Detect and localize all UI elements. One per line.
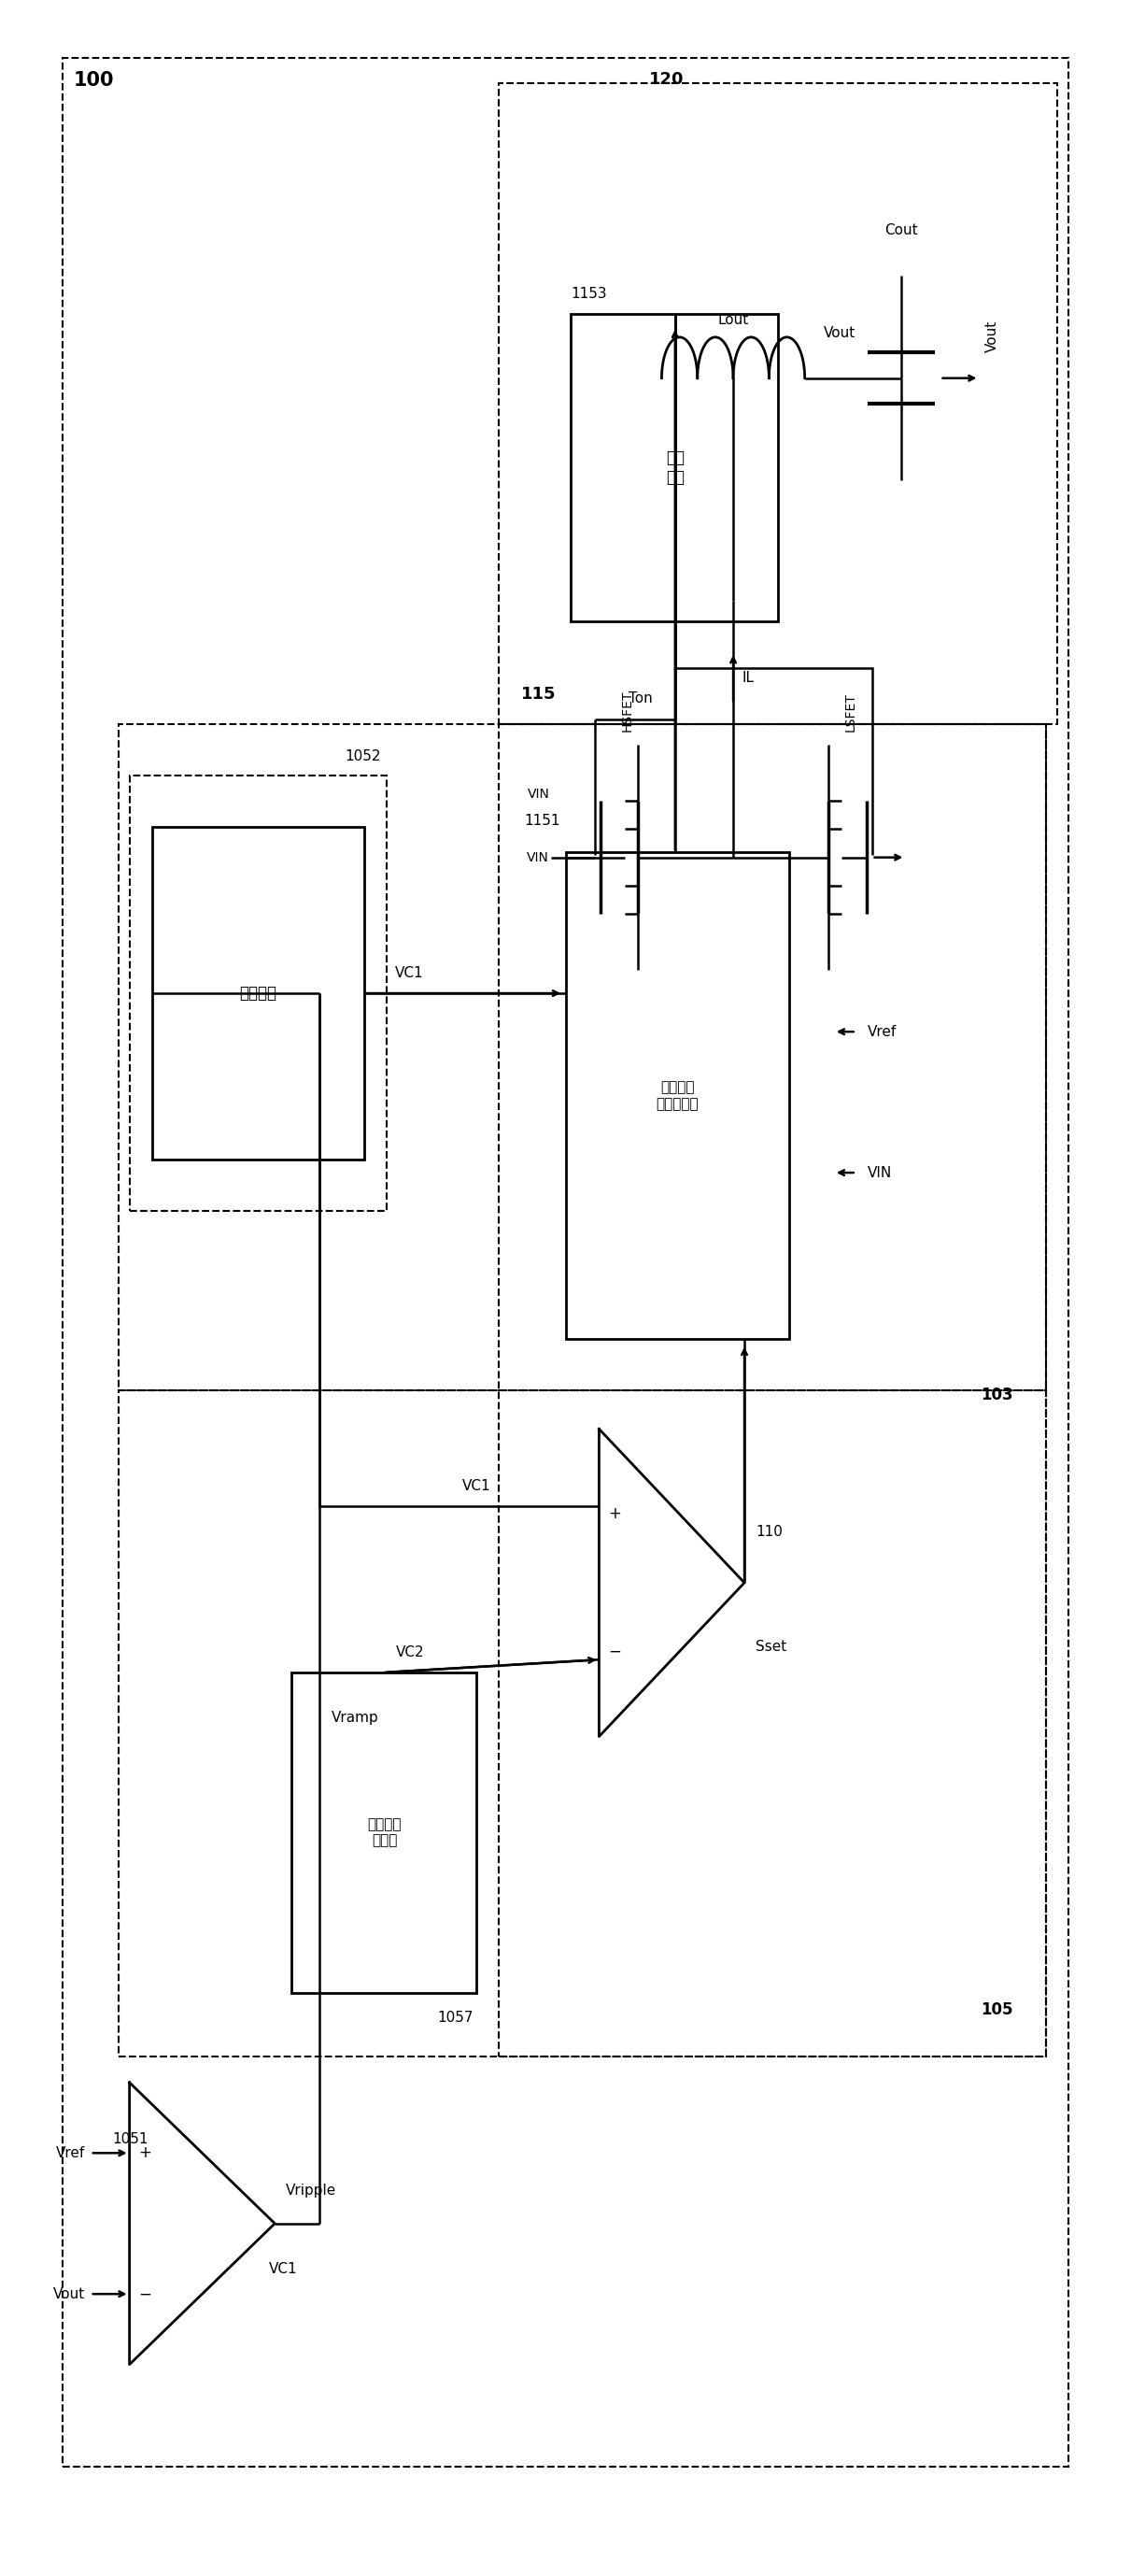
- Bar: [129, 775, 387, 1211]
- Text: 103: 103: [981, 1386, 1012, 1404]
- Bar: [499, 724, 1046, 2056]
- Text: Vref: Vref: [867, 1025, 897, 1038]
- Text: Ton: Ton: [629, 690, 653, 706]
- Text: 斜坡电压
产生器: 斜坡电压 产生器: [368, 1819, 402, 1847]
- Text: Vout: Vout: [53, 2287, 85, 2300]
- Text: +: +: [608, 1504, 621, 1522]
- Text: 1052: 1052: [345, 750, 381, 762]
- Text: 控制
逻辑: 控制 逻辑: [666, 451, 684, 487]
- Text: 脉冲控制
信号产生器: 脉冲控制 信号产生器: [656, 1082, 699, 1110]
- Text: 115: 115: [520, 685, 555, 703]
- Text: VIN: VIN: [526, 850, 549, 863]
- Text: 1057: 1057: [437, 2012, 473, 2025]
- Bar: [571, 314, 778, 621]
- Text: VIN: VIN: [867, 1167, 892, 1180]
- Text: HSFET: HSFET: [621, 690, 633, 732]
- Text: Sset: Sset: [756, 1641, 787, 1654]
- Text: 估计电路: 估计电路: [240, 984, 277, 1002]
- Text: Vout: Vout: [985, 319, 999, 353]
- Text: Vout: Vout: [823, 325, 855, 340]
- Text: 110: 110: [756, 1525, 783, 1538]
- Text: IL: IL: [742, 670, 754, 685]
- Text: 105: 105: [981, 2002, 1012, 2020]
- Text: 120: 120: [649, 70, 684, 88]
- Text: 1151: 1151: [524, 814, 560, 827]
- Text: VIN: VIN: [527, 788, 550, 801]
- Text: VC1: VC1: [461, 1479, 491, 1494]
- Text: −: −: [138, 2285, 152, 2303]
- Bar: [152, 827, 364, 1159]
- Text: Lout: Lout: [718, 312, 749, 327]
- Text: Vref: Vref: [55, 2146, 85, 2161]
- Text: Cout: Cout: [884, 224, 917, 237]
- Text: +: +: [138, 2146, 152, 2161]
- Bar: [292, 1672, 476, 1994]
- Text: Vramp: Vramp: [331, 1710, 379, 1726]
- Bar: [566, 853, 789, 1340]
- Text: VC1: VC1: [268, 2262, 297, 2277]
- Text: 100: 100: [74, 70, 114, 90]
- Text: VC2: VC2: [396, 1646, 424, 1659]
- Text: 1051: 1051: [113, 2133, 148, 2146]
- Bar: [499, 82, 1057, 724]
- Text: VC1: VC1: [395, 966, 423, 981]
- Bar: [119, 724, 1046, 1391]
- Text: 1153: 1153: [571, 286, 607, 301]
- Text: LSFET: LSFET: [844, 693, 857, 732]
- Text: −: −: [608, 1643, 621, 1662]
- Text: Vripple: Vripple: [286, 2184, 337, 2197]
- Bar: [119, 1391, 1046, 2056]
